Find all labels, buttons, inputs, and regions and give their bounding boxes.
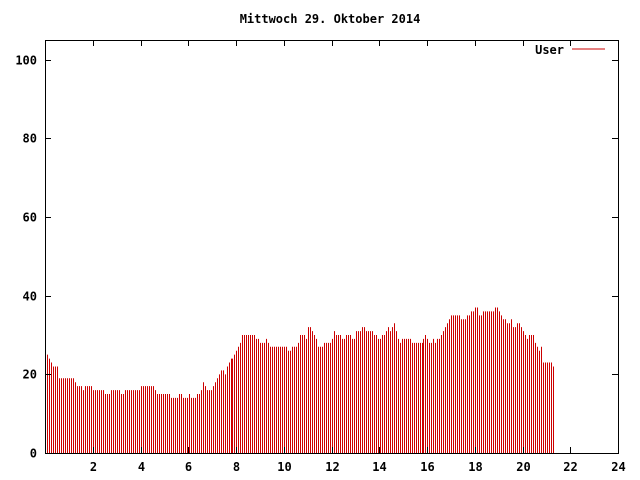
x-tick-label: 24	[611, 460, 625, 474]
chart-title: Mittwoch 29. Oktober 2014	[240, 12, 421, 26]
x-tick-label: 4	[138, 460, 145, 474]
x-tick-label: 20	[516, 460, 530, 474]
x-tick-label: 16	[420, 460, 434, 474]
x-tick-label: 14	[372, 460, 386, 474]
y-tick-label: 20	[23, 368, 37, 382]
x-tick-label: 6	[185, 460, 192, 474]
x-tick-label: 22	[563, 460, 577, 474]
y-tick-label: 40	[23, 290, 37, 304]
y-tick-label: 0	[30, 447, 37, 461]
y-tick-label: 60	[23, 211, 37, 225]
y-tick-label: 80	[23, 132, 37, 146]
x-tick-label: 10	[277, 460, 291, 474]
bars-group	[45, 307, 554, 453]
x-tick-label: 8	[233, 460, 240, 474]
x-tick-label: 2	[90, 460, 97, 474]
x-tick-label: 18	[468, 460, 482, 474]
x-tick-label: 12	[325, 460, 339, 474]
y-tick-label: 100	[15, 54, 37, 68]
legend-label-user: User	[535, 43, 564, 57]
legend: User	[535, 43, 605, 57]
